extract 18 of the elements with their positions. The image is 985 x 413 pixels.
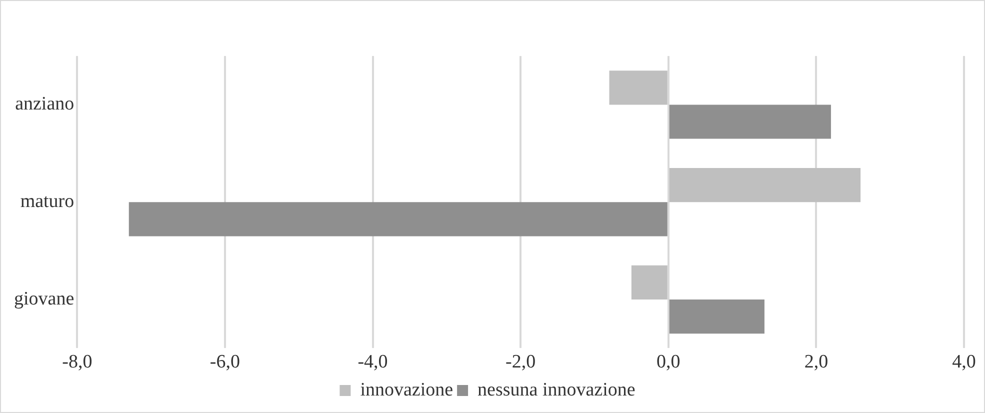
x-tick-label: 0,0 bbox=[656, 352, 680, 373]
x-tick-label: -8,0 bbox=[62, 352, 92, 373]
bar bbox=[669, 168, 861, 202]
y-tick-label: anziano bbox=[15, 94, 74, 115]
x-tick-label: -2,0 bbox=[506, 352, 536, 373]
x-tick-label: -4,0 bbox=[358, 352, 388, 373]
bar bbox=[669, 104, 831, 139]
bar bbox=[669, 300, 764, 334]
bar bbox=[609, 70, 668, 105]
x-tick-label: 4,0 bbox=[952, 352, 976, 373]
legend-label: innovazione bbox=[360, 379, 454, 400]
x-tick-label: 2,0 bbox=[804, 352, 828, 373]
y-tick-label: giovane bbox=[14, 288, 74, 310]
y-tick-label: maturo bbox=[20, 191, 74, 212]
legend-label: nessuna innovazione bbox=[478, 379, 636, 400]
bar bbox=[128, 202, 668, 236]
bar bbox=[631, 265, 668, 300]
x-tick-label: -6,0 bbox=[210, 352, 240, 373]
